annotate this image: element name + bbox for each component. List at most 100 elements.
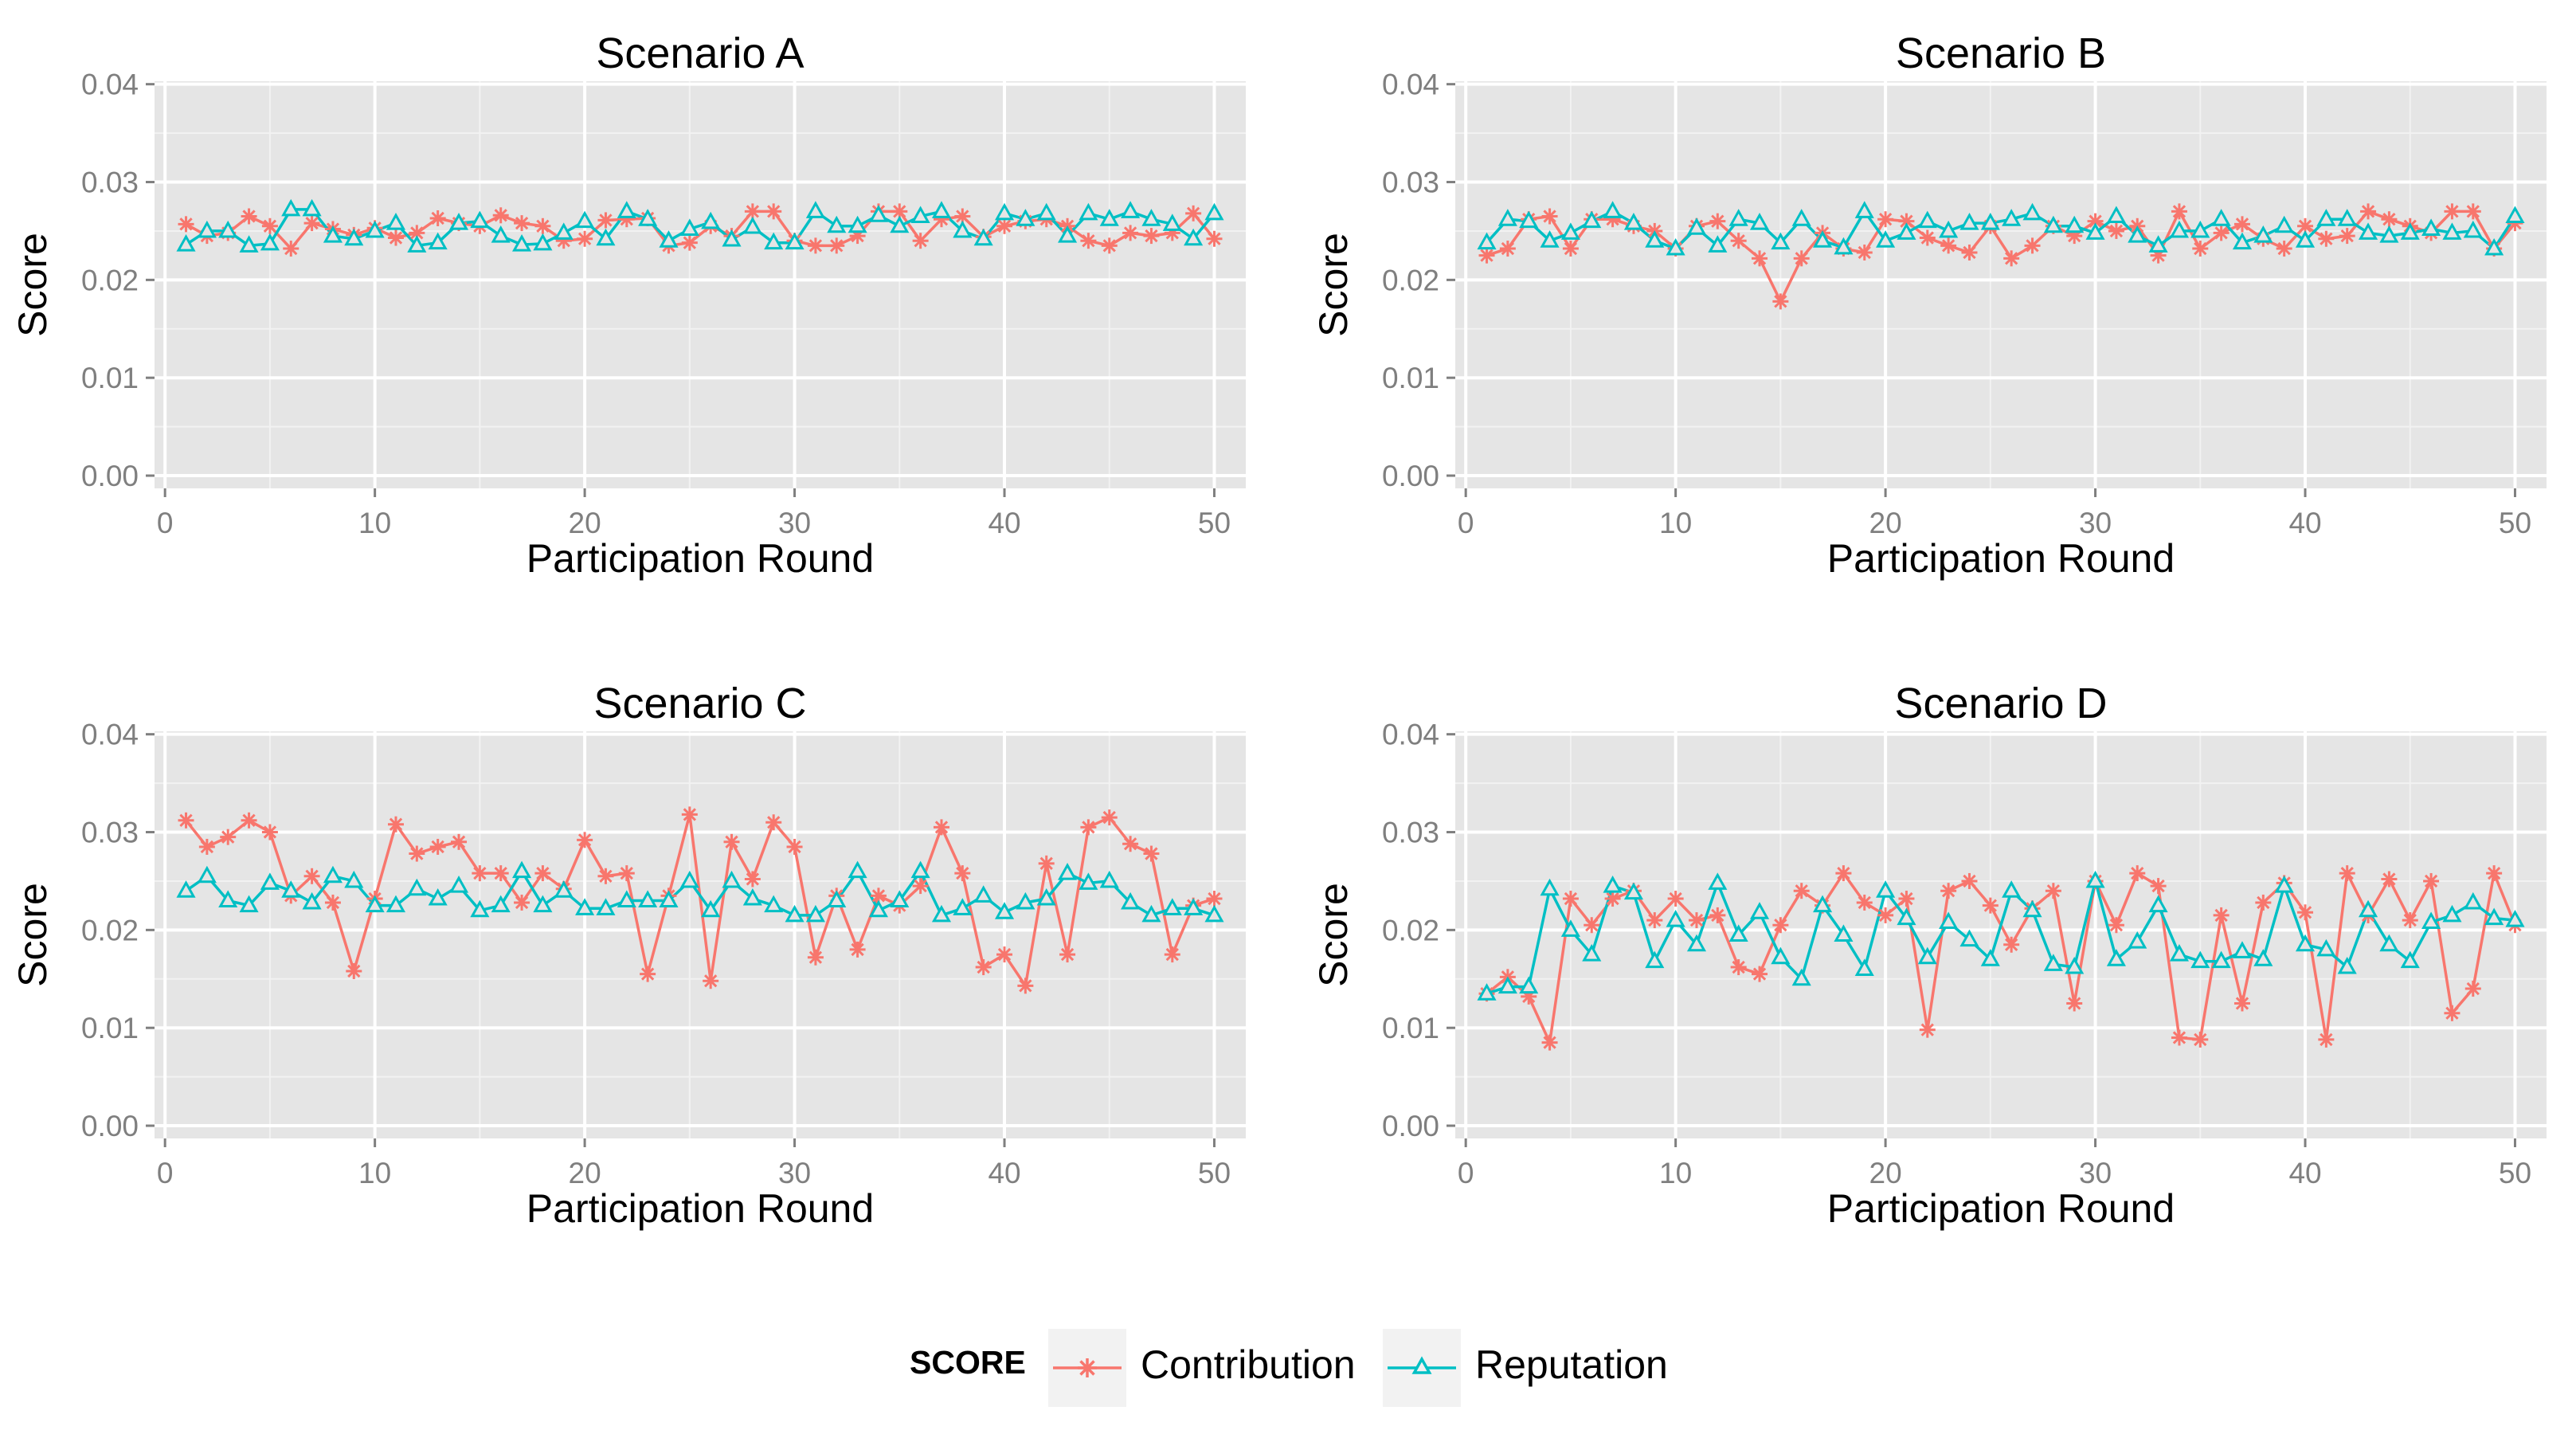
- panel-scenario-b: Scenario B 0 10 20 30 40 50 0.00 0.01 0.02 0.03 0.0…: [1311, 29, 2547, 581]
- x-tick-label: 10: [358, 1157, 391, 1189]
- data-point-reputation: [701, 211, 721, 229]
- data-point-reputation: [2085, 870, 2105, 888]
- data-point-reputation: [890, 215, 910, 233]
- data-point-reputation: [1959, 929, 1979, 947]
- data-point-contribution: [324, 894, 341, 911]
- x-tick-label: 40: [2288, 507, 2321, 539]
- data-point-contribution: [1562, 891, 1579, 907]
- data-point-contribution: [1730, 959, 1747, 976]
- data-point-reputation: [2211, 209, 2231, 226]
- y-tick-label: 0.03: [81, 817, 139, 849]
- x-tick-label: 40: [988, 1157, 1020, 1189]
- data-point-reputation: [533, 233, 553, 251]
- data-point-contribution: [2003, 250, 2020, 267]
- data-point-contribution: [1709, 213, 1726, 229]
- data-point-contribution: [261, 824, 278, 840]
- x-tick-label: 10: [358, 507, 391, 539]
- y-tick-label: 0.01: [81, 1012, 139, 1044]
- data-point-reputation: [323, 225, 343, 243]
- data-point-reputation: [973, 885, 993, 903]
- data-point-reputation: [805, 904, 825, 923]
- x-tick-label: 40: [2288, 1157, 2321, 1189]
- data-point-reputation: [638, 209, 658, 226]
- data-point-reputation: [176, 234, 196, 252]
- panel-scenario-d: Scenario D 0 10 20 30 40 50 0.00 0.01 0.02 0.03 0.0…: [1311, 680, 2547, 1231]
- data-point-contribution: [1122, 225, 1139, 241]
- data-point-reputation: [2484, 907, 2504, 926]
- data-point-reputation: [218, 220, 238, 238]
- data-point-contribution: [1772, 917, 1789, 934]
- data-point-contribution: [1877, 907, 1894, 923]
- data-point-contribution: [681, 806, 698, 823]
- panel-scenario-a: Scenario A 0 10 20 30 40 50 0.00 0.01 0.02 0.03 0.0…: [10, 29, 1246, 581]
- data-point-contribution: [492, 207, 509, 224]
- data-point-reputation: [994, 902, 1015, 919]
- data-point-reputation: [2421, 218, 2441, 236]
- data-point-reputation: [344, 870, 364, 888]
- y-tick-label: 0.02: [81, 914, 139, 946]
- data-point-reputation: [722, 229, 742, 247]
- data-point-reputation: [2484, 237, 2504, 256]
- data-point-reputation: [2274, 876, 2294, 893]
- data-point-contribution: [429, 210, 446, 226]
- data-point-reputation: [679, 870, 699, 888]
- data-point-contribution: [996, 946, 1013, 963]
- x-tick-label: 30: [778, 507, 811, 539]
- x-tick-label: 20: [1869, 507, 1902, 539]
- data-point-reputation: [1791, 209, 1811, 226]
- data-point-contribution: [1898, 891, 1915, 907]
- data-point-contribution: [2045, 883, 2061, 899]
- data-point-contribution: [2213, 225, 2230, 241]
- data-point-contribution: [2444, 1005, 2461, 1021]
- x-tick-label: 30: [2079, 507, 2112, 539]
- data-point-contribution: [807, 237, 824, 254]
- panel-title: Scenario A: [596, 29, 804, 77]
- data-point-reputation: [2253, 225, 2273, 243]
- data-point-reputation: [785, 904, 805, 923]
- x-axis-title: Participation Round: [527, 1186, 874, 1231]
- data-point-reputation: [596, 228, 616, 246]
- data-point-reputation: [1141, 904, 1161, 923]
- data-point-reputation: [2359, 899, 2378, 918]
- data-point-reputation: [2022, 202, 2042, 221]
- data-point-contribution: [1940, 237, 1957, 254]
- data-point-reputation: [1497, 209, 1517, 226]
- data-point-contribution: [912, 878, 929, 895]
- x-axis-title: Participation Round: [1827, 536, 2175, 581]
- data-point-reputation: [302, 198, 322, 217]
- data-point-reputation: [1141, 209, 1161, 226]
- data-point-contribution: [492, 865, 509, 882]
- data-point-contribution: [1059, 946, 1076, 963]
- data-point-contribution: [2444, 203, 2461, 220]
- data-point-contribution: [933, 819, 949, 836]
- data-point-contribution: [1206, 230, 1223, 247]
- data-point-contribution: [1206, 891, 1223, 907]
- data-point-contribution: [954, 865, 971, 882]
- x-tick-label: 20: [569, 1157, 601, 1189]
- data-point-reputation: [1708, 872, 1728, 890]
- data-point-contribution: [178, 812, 194, 829]
- data-point-reputation: [638, 890, 658, 908]
- data-point-reputation: [218, 890, 238, 908]
- data-point-reputation: [2190, 220, 2210, 238]
- data-point-reputation: [428, 887, 448, 906]
- data-point-reputation: [2253, 949, 2273, 966]
- data-point-contribution: [1478, 247, 1495, 264]
- data-point-reputation: [1204, 904, 1224, 923]
- data-point-reputation: [1519, 976, 1539, 994]
- data-point-reputation: [512, 234, 532, 252]
- data-point-contribution: [2192, 241, 2209, 257]
- data-point-contribution: [2003, 936, 2020, 953]
- data-point-contribution: [1877, 211, 1894, 228]
- y-tick-label: 0.01: [1382, 362, 1439, 394]
- data-point-reputation: [2232, 232, 2253, 250]
- data-point-contribution: [2360, 203, 2377, 220]
- x-tick-label: 0: [1458, 1157, 1474, 1189]
- data-point-reputation: [910, 860, 930, 879]
- y-tick-label: 0.04: [81, 69, 139, 101]
- data-point-contribution: [786, 838, 803, 855]
- x-axis-title: Participation Round: [1827, 1186, 2175, 1231]
- data-point-contribution: [2233, 216, 2250, 233]
- x-tick-label: 0: [1458, 507, 1474, 539]
